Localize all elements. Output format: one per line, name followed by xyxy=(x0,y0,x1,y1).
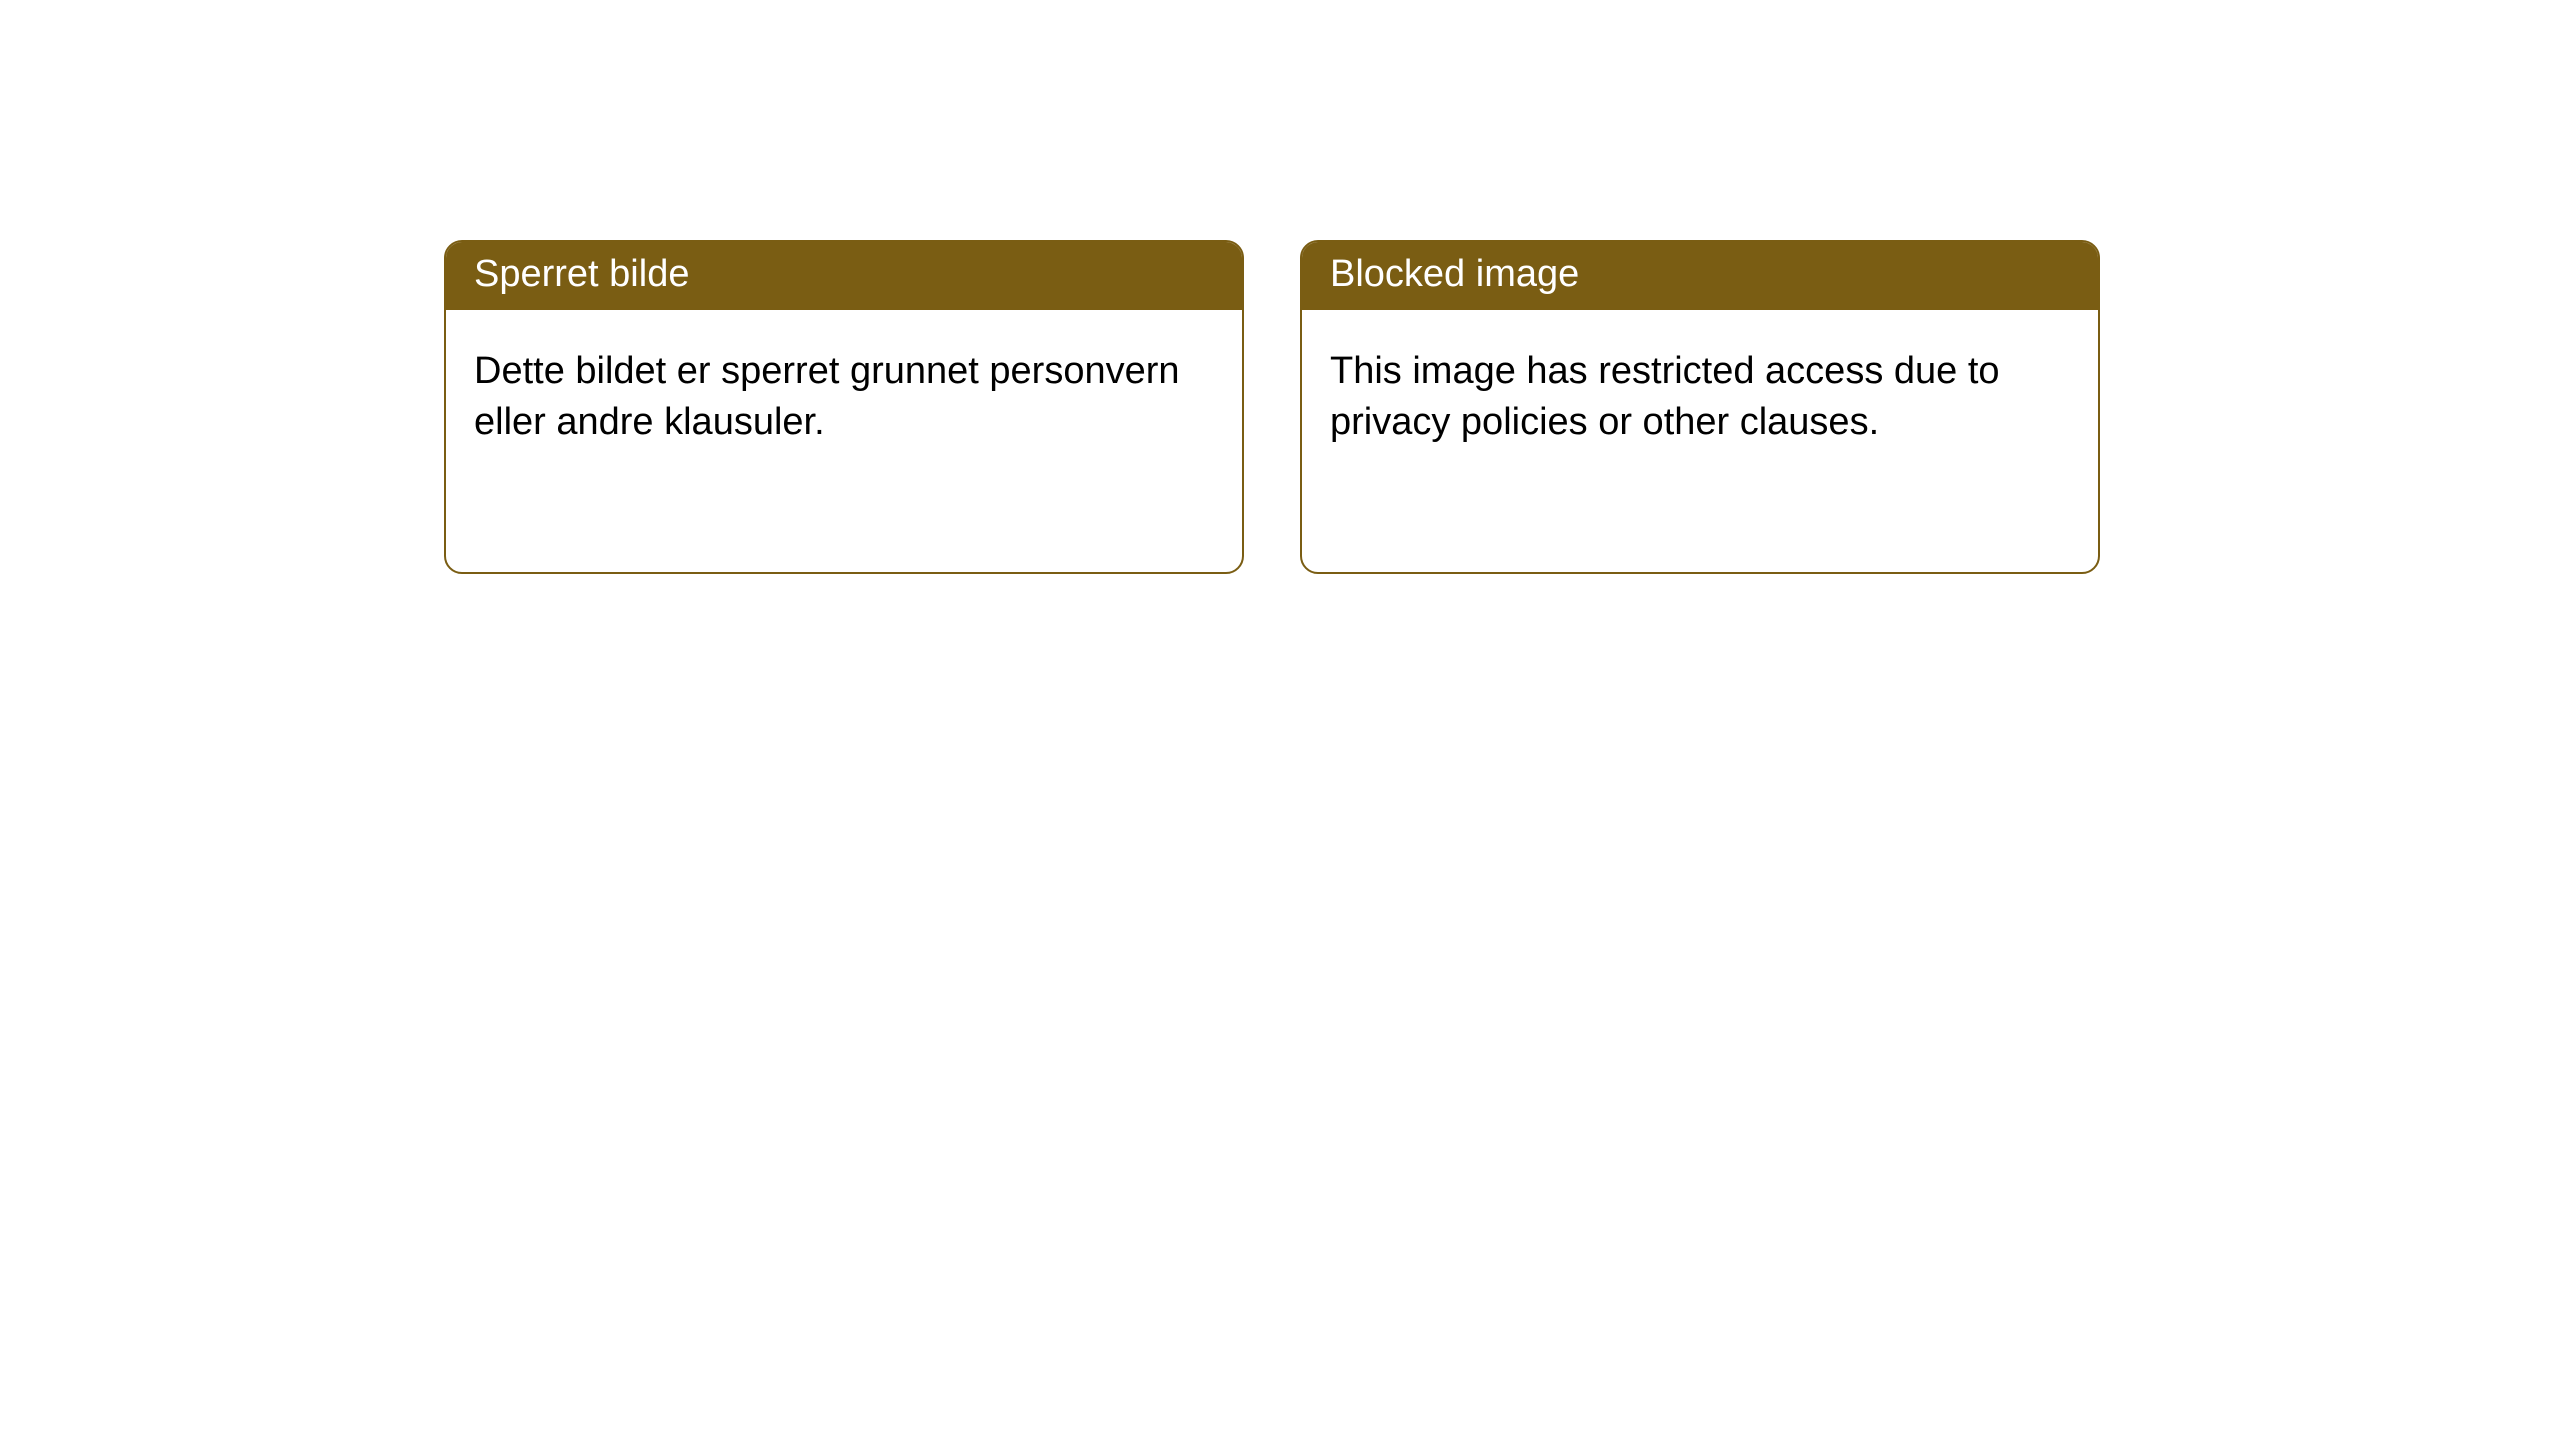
notice-card-norwegian: Sperret bilde Dette bildet er sperret gr… xyxy=(444,240,1244,574)
notice-card-body: This image has restricted access due to … xyxy=(1302,310,2098,477)
notice-card-body: Dette bildet er sperret grunnet personve… xyxy=(446,310,1242,477)
notice-container: Sperret bilde Dette bildet er sperret gr… xyxy=(0,0,2560,574)
notice-card-title: Blocked image xyxy=(1302,242,2098,310)
notice-card-title: Sperret bilde xyxy=(446,242,1242,310)
notice-card-english: Blocked image This image has restricted … xyxy=(1300,240,2100,574)
